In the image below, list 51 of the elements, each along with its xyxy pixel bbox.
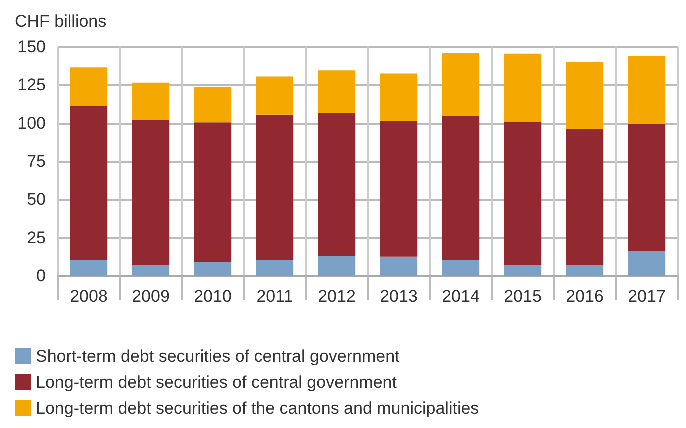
- legend-label: Short-term debt securities of central government: [36, 347, 400, 366]
- bar: [256, 76, 294, 115]
- bar: [318, 256, 356, 276]
- bar: [504, 265, 542, 276]
- x-tick-label: 2016: [566, 287, 604, 306]
- bar: [132, 265, 170, 276]
- x-tick-label: 2017: [628, 287, 666, 306]
- bar: [194, 262, 232, 276]
- bar: [566, 265, 604, 276]
- bar: [194, 87, 232, 123]
- y-tick-label: 75: [27, 152, 46, 171]
- bar: [442, 260, 480, 276]
- bar: [628, 56, 666, 124]
- bar: [318, 113, 356, 256]
- x-tick-label: 2015: [504, 287, 542, 306]
- bar: [256, 260, 294, 276]
- y-tick-label: 100: [18, 114, 46, 133]
- bar: [70, 68, 108, 106]
- bar: [628, 252, 666, 276]
- bar: [566, 129, 604, 266]
- y-tick-label: 25: [27, 228, 46, 248]
- x-tick-label: 2013: [380, 287, 418, 306]
- legend-label: Long-term debt securities of central government: [36, 373, 398, 392]
- x-tick-label: 2008: [70, 287, 108, 306]
- bar: [380, 74, 418, 122]
- bar: [566, 62, 604, 130]
- bar: [70, 260, 108, 276]
- legend-label: Long-term debt securities of the cantons and municipalities: [36, 399, 480, 418]
- bar: [318, 70, 356, 114]
- bar: [442, 53, 480, 116]
- bar: [132, 120, 170, 266]
- bar: [504, 54, 542, 122]
- y-tick-label: 150: [18, 38, 46, 56]
- x-tick-label: 2009: [132, 287, 170, 306]
- bar: [628, 124, 666, 252]
- y-tick-label: 0: [36, 266, 46, 286]
- bar: [194, 122, 232, 262]
- bar: [380, 121, 418, 257]
- y-tick-label: 125: [18, 76, 46, 95]
- x-tick-label: 2012: [318, 287, 356, 306]
- bar: [504, 122, 542, 266]
- bar: [70, 106, 108, 260]
- bar: [442, 116, 480, 260]
- x-tick-label: 2011: [256, 287, 294, 306]
- bar: [132, 82, 170, 120]
- x-tick-label: 2010: [194, 287, 232, 306]
- y-tick-label: 50: [27, 190, 46, 210]
- y-axis-title: CHF billions: [15, 12, 107, 31]
- bar: [256, 114, 294, 260]
- bar: [380, 256, 418, 276]
- x-tick-label: 2014: [442, 287, 480, 306]
